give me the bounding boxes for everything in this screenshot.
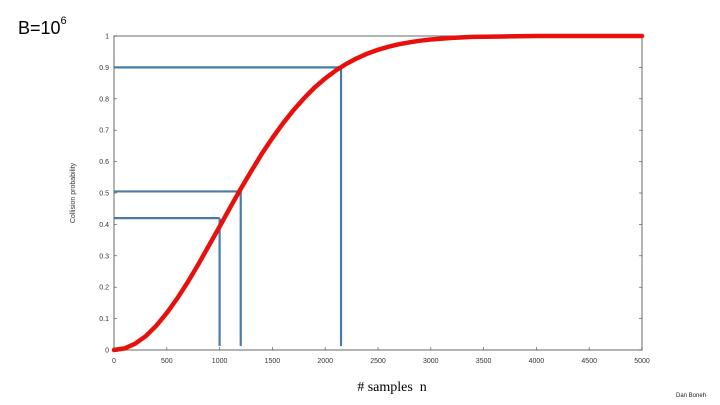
collision-probability-curve <box>111 33 645 353</box>
y-tick-label: 0.6 <box>99 159 109 166</box>
x-tick-label: 2500 <box>370 358 386 365</box>
x-axis-title: # samples n <box>357 380 427 395</box>
series-group <box>111 33 645 353</box>
plot-frame <box>113 35 643 351</box>
slide-title-base: B=10 <box>18 18 61 38</box>
x-tick-label: 4500 <box>581 358 597 365</box>
y-tick-label: 1 <box>105 34 109 41</box>
x-tick-label: 3500 <box>476 358 492 365</box>
y-tick-label: 0.8 <box>99 96 109 103</box>
x-tick-label: 2000 <box>317 358 333 365</box>
slide-title-exponent: 6 <box>60 15 67 27</box>
y-tick-label: 0.7 <box>99 128 109 135</box>
y-tick-label: 0.2 <box>99 285 109 292</box>
y-axis-title: Collision probability <box>70 162 77 223</box>
y-tick-label: 0.1 <box>99 316 109 323</box>
x-tick-label: 4000 <box>529 358 545 365</box>
y-tick-label: 0.3 <box>99 253 109 260</box>
x-tick-label: 500 <box>161 358 173 365</box>
y-tick-label: 0.5 <box>99 191 109 198</box>
x-tick-label: 1500 <box>265 358 281 365</box>
x-tick-label: 1000 <box>212 358 228 365</box>
y-tick-label: 0 <box>105 348 109 355</box>
x-tick-label: 3000 <box>423 358 439 365</box>
slide-title: B=106 <box>18 15 67 39</box>
x-axis-ticks: 0 500 1000 1500 2000 2500 3000 3500 4000 4500 5000 <box>112 347 650 365</box>
y-axis-ticks: 0 0.1 0.2 0.3 0.4 0.5 0.6 0.7 0.8 0.9 1 <box>99 34 642 355</box>
y-tick-label: 0.4 <box>99 222 109 229</box>
author-attribution: Dan Boneh <box>676 393 707 399</box>
x-tick-label: 5000 <box>634 358 650 365</box>
guide-lines <box>114 66 343 346</box>
y-tick-label: 0.9 <box>99 65 109 72</box>
x-tick-label: 0 <box>112 358 116 365</box>
